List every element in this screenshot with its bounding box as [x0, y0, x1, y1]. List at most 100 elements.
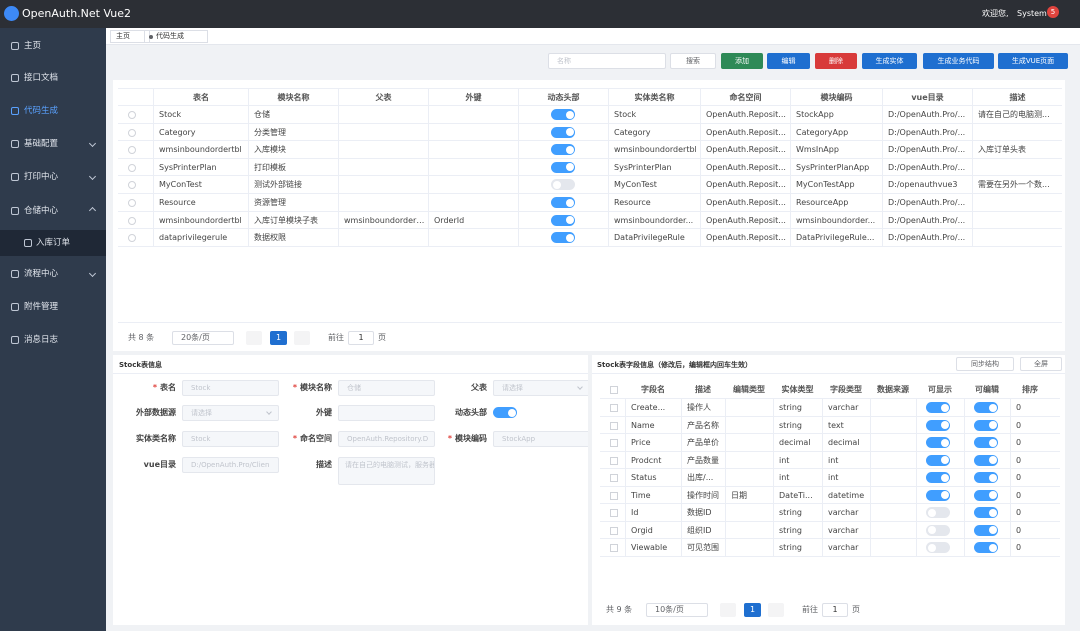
pager-page[interactable]: 1 — [270, 331, 287, 345]
toggle[interactable] — [926, 489, 950, 501]
table-row[interactable]: Name 产品名称 string text 0 — [600, 416, 1060, 434]
toggle[interactable] — [974, 524, 998, 536]
row-radio[interactable] — [128, 111, 136, 119]
pager-next[interactable] — [294, 331, 310, 345]
menu-item[interactable]: 主页 — [0, 33, 106, 59]
row-checkbox[interactable] — [610, 509, 618, 517]
toggle[interactable] — [551, 214, 575, 226]
toolbar-button[interactable]: 生成业务代码 — [923, 53, 994, 69]
row-checkbox[interactable] — [610, 526, 618, 535]
table-row[interactable]: Price 产品单价 decimal decimal 0 — [600, 434, 1060, 452]
table-row[interactable]: SysPrinterPlan 打印模板 SysPrinterPlan OpenAuth… — [118, 158, 1062, 177]
table-row[interactable]: MyConTest 测试外部链接 MyConTest OpenAuth.Reposit… — [118, 176, 1062, 194]
row-radio[interactable] — [128, 216, 136, 225]
row-checkbox[interactable] — [610, 439, 618, 447]
menu-item[interactable]: 打印中心 — [0, 164, 106, 190]
toggle[interactable] — [974, 507, 998, 518]
toggle[interactable] — [926, 542, 950, 553]
pager-page[interactable]: 1 — [744, 603, 761, 617]
toggle[interactable] — [974, 454, 998, 466]
toggle[interactable] — [974, 489, 998, 501]
table-row[interactable]: Orgid 组织ID string varchar 0 — [600, 521, 1060, 539]
row-checkbox[interactable] — [610, 421, 618, 430]
toggle[interactable] — [493, 407, 517, 418]
table-row[interactable]: Create... 操作人 string varchar 0 — [600, 399, 1060, 417]
table-row[interactable]: Resource 资源管理 Resource OpenAuth.Reposit... R… — [118, 194, 1062, 212]
textarea-field[interactable]: 请在自己的电脑测试，服务器是看不出效果的 — [338, 457, 435, 485]
input-field[interactable]: 仓储 — [338, 380, 435, 396]
row-checkbox[interactable] — [610, 456, 618, 465]
toggle[interactable] — [926, 507, 950, 518]
table-row[interactable]: wmsinboundordertbl 入库订单模块子表 wmsinboundorde… — [118, 211, 1062, 230]
menu-item[interactable]: 流程中心 — [0, 261, 106, 287]
toggle[interactable] — [551, 232, 575, 244]
menu-item[interactable]: 消息日志 — [0, 327, 106, 353]
toolbar-button[interactable]: 搜索 — [670, 53, 716, 69]
menu-item[interactable]: 附件管理 — [0, 294, 106, 320]
pager-next[interactable] — [768, 603, 784, 617]
menu-item[interactable]: 接口文档 — [0, 65, 106, 91]
toggle[interactable] — [926, 419, 950, 431]
row-radio[interactable] — [128, 128, 136, 137]
input-field[interactable]: D:/OpenAuth.Pro/Clien — [182, 457, 279, 473]
row-radio[interactable] — [128, 163, 136, 172]
toggle[interactable] — [974, 472, 998, 483]
toggle[interactable] — [926, 402, 950, 413]
toggle[interactable] — [551, 109, 575, 120]
toggle[interactable] — [926, 524, 950, 536]
pager-size[interactable]: 20条/页 — [172, 331, 234, 345]
table-row[interactable]: Stock 仓储 Stock OpenAuth.Reposit... StockApp D… — [118, 106, 1062, 124]
menu-item[interactable]: 入库订单 — [0, 230, 106, 256]
menu-item[interactable]: 仓储中心 — [0, 198, 106, 224]
row-radio[interactable] — [128, 199, 136, 207]
menu-item[interactable]: 代码生成 — [0, 98, 106, 124]
table-row[interactable]: wmsinboundordertbl 入库模块 wmsinboundordertbl… — [118, 141, 1062, 159]
toggle[interactable] — [926, 454, 950, 466]
table-row[interactable]: Viewable 可见范围 string varchar 0 — [600, 539, 1060, 557]
row-radio[interactable] — [128, 146, 136, 155]
toolbar-button[interactable]: 删除 — [815, 53, 857, 69]
row-checkbox[interactable] — [610, 404, 618, 412]
pager-prev[interactable] — [246, 331, 262, 345]
toggle[interactable] — [551, 126, 575, 138]
table-row[interactable]: dataprivilegerule 数据权限 DataPrivilegeRule Op… — [118, 229, 1062, 247]
table-row[interactable]: Id 数据ID string varchar 0 — [600, 504, 1060, 522]
toggle[interactable] — [926, 437, 950, 448]
input-field[interactable]: Stock — [182, 431, 279, 447]
row-radio[interactable] — [128, 234, 136, 243]
toggle[interactable] — [974, 542, 998, 553]
row-checkbox[interactable] — [610, 544, 618, 552]
row-checkbox[interactable] — [610, 474, 618, 482]
pager-goto-input[interactable]: 1 — [822, 603, 848, 617]
row-radio[interactable] — [128, 181, 136, 190]
toggle[interactable] — [974, 419, 998, 431]
toggle[interactable] — [974, 437, 998, 448]
toolbar-button[interactable]: 添加 — [721, 53, 763, 69]
pager-prev[interactable] — [720, 603, 736, 617]
row-checkbox[interactable] — [610, 491, 618, 500]
table-row[interactable]: Prodcnt 产品数量 int int 0 — [600, 451, 1060, 469]
menu-item[interactable]: 基础配置 — [0, 131, 106, 157]
tab[interactable]: 代码生成 — [144, 30, 208, 43]
input-field[interactable]: StockApp — [493, 431, 588, 447]
toggle[interactable] — [551, 144, 575, 156]
pager-goto-input[interactable]: 1 — [348, 331, 374, 345]
select-field[interactable]: 请选择 — [182, 405, 279, 421]
toggle[interactable] — [551, 197, 575, 208]
input-field[interactable]: Stock — [182, 380, 279, 396]
toolbar-button[interactable]: 生成实体 — [862, 53, 917, 69]
toggle[interactable] — [551, 161, 575, 173]
table-row[interactable]: Status 出库/... int int 0 — [600, 469, 1060, 487]
panel-button[interactable]: 同步结构 — [956, 357, 1014, 371]
table-row[interactable]: Category 分类管理 Category OpenAuth.Reposit... C… — [118, 123, 1062, 142]
input-field[interactable]: OpenAuth.Repository.D — [338, 431, 435, 447]
table-row[interactable]: Time 操作时间 日期 DateTi... datetime 0 — [600, 486, 1060, 504]
header-checkbox[interactable] — [610, 386, 618, 394]
select-field[interactable]: 请选择 — [493, 380, 588, 396]
toolbar-button[interactable]: 生成VUE页面 — [998, 53, 1068, 69]
input-field[interactable] — [338, 405, 435, 421]
toggle[interactable] — [551, 179, 575, 191]
toggle[interactable] — [974, 402, 998, 413]
panel-button[interactable]: 全屏 — [1020, 357, 1062, 371]
pager-size[interactable]: 10条/页 — [646, 603, 708, 617]
